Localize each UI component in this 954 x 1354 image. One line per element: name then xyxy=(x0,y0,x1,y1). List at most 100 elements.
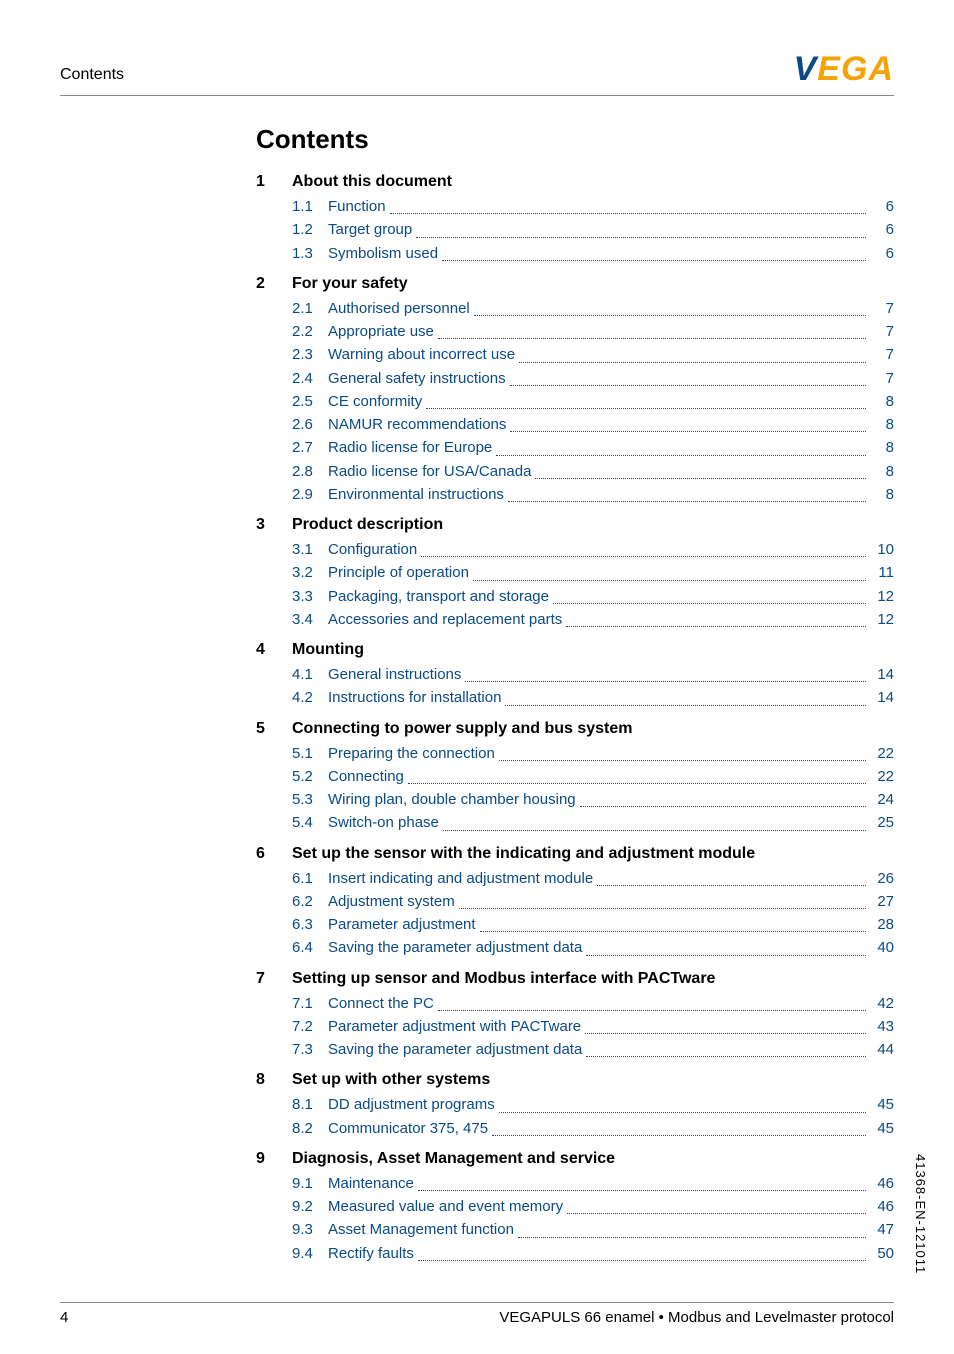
entry-title: Switch-on phase xyxy=(328,811,439,834)
entry-page: 8 xyxy=(870,413,894,436)
entry-page: 14 xyxy=(870,686,894,709)
section-number: 4 xyxy=(256,641,292,659)
entry-title: Symbolism used xyxy=(328,242,438,265)
entry-page: 28 xyxy=(870,913,894,936)
dot-leader xyxy=(597,885,866,886)
entry-page: 24 xyxy=(870,788,894,811)
toc-section: 3Product description3.1Configuration103.… xyxy=(256,516,894,631)
toc-entry[interactable]: 2.3Warning about incorrect use7 xyxy=(256,343,894,366)
toc-entry[interactable]: 5.2Connecting22 xyxy=(256,765,894,788)
entry-number: 3.4 xyxy=(256,608,328,631)
page-title: Contents xyxy=(256,124,894,155)
entry-page: 6 xyxy=(870,195,894,218)
toc-entry[interactable]: 3.2Principle of operation11 xyxy=(256,561,894,584)
toc-entry[interactable]: 7.1Connect the PC42 xyxy=(256,992,894,1015)
toc-entry[interactable]: 3.1Configuration10 xyxy=(256,538,894,561)
entry-page: 26 xyxy=(870,867,894,890)
toc-entry[interactable]: 9.4Rectify faults50 xyxy=(256,1242,894,1265)
entry-page: 8 xyxy=(870,460,894,483)
entry-title: Wiring plan, double chamber housing xyxy=(328,788,576,811)
section-number: 3 xyxy=(256,516,292,534)
entry-title: Parameter adjustment xyxy=(328,913,476,936)
toc-entry[interactable]: 7.2Parameter adjustment with PACTware43 xyxy=(256,1015,894,1038)
entry-title: Radio license for Europe xyxy=(328,436,492,459)
entry-page: 42 xyxy=(870,992,894,1015)
toc-entry[interactable]: 9.3Asset Management function47 xyxy=(256,1218,894,1241)
section-number: 1 xyxy=(256,173,292,191)
section-number: 6 xyxy=(256,845,292,863)
toc-entry[interactable]: 4.2Instructions for installation14 xyxy=(256,686,894,709)
entry-title: Preparing the connection xyxy=(328,742,495,765)
toc-entry[interactable]: 6.4Saving the parameter adjustment data4… xyxy=(256,936,894,959)
dot-leader xyxy=(553,603,866,604)
entry-title: Insert indicating and adjustment module xyxy=(328,867,593,890)
dot-leader xyxy=(508,501,866,502)
toc-section: 7Setting up sensor and Modbus interface … xyxy=(256,970,894,1062)
dot-leader xyxy=(496,455,866,456)
dot-leader xyxy=(585,1033,866,1034)
toc-entry[interactable]: 2.4General safety instructions7 xyxy=(256,367,894,390)
entry-page: 7 xyxy=(870,367,894,390)
toc-entry[interactable]: 1.2Target group6 xyxy=(256,218,894,241)
entry-title: Communicator 375, 475 xyxy=(328,1117,488,1140)
dot-leader xyxy=(510,431,866,432)
entry-page: 7 xyxy=(870,343,894,366)
toc-entry[interactable]: 1.3Symbolism used6 xyxy=(256,242,894,265)
section-title: Set up the sensor with the indicating an… xyxy=(292,845,894,863)
toc-entry[interactable]: 4.1General instructions14 xyxy=(256,663,894,686)
toc-entry[interactable]: 1.1Function6 xyxy=(256,195,894,218)
entry-page: 7 xyxy=(870,297,894,320)
toc-entry[interactable]: 8.1DD adjustment programs45 xyxy=(256,1093,894,1116)
entry-number: 6.4 xyxy=(256,936,328,959)
toc-entry[interactable]: 6.1Insert indicating and adjustment modu… xyxy=(256,867,894,890)
entry-number: 9.4 xyxy=(256,1242,328,1265)
entry-page: 46 xyxy=(870,1172,894,1195)
section-title: About this document xyxy=(292,173,894,191)
body: Contents 1About this document 1.1Function… xyxy=(60,124,894,1275)
toc-entry[interactable]: 2.5CE conformity8 xyxy=(256,390,894,413)
entry-number: 5.3 xyxy=(256,788,328,811)
toc-entry[interactable]: 2.8Radio license for USA/Canada8 xyxy=(256,460,894,483)
toc-entry[interactable]: 2.9Environmental instructions8 xyxy=(256,483,894,506)
dot-leader xyxy=(459,908,866,909)
dot-leader xyxy=(586,955,866,956)
toc-section: 5Connecting to power supply and bus syst… xyxy=(256,720,894,835)
entry-title: DD adjustment programs xyxy=(328,1093,495,1116)
toc-entry[interactable]: 6.2Adjustment system27 xyxy=(256,890,894,913)
entry-title: Target group xyxy=(328,218,412,241)
toc-entry[interactable]: 5.1Preparing the connection22 xyxy=(256,742,894,765)
entry-number: 1.3 xyxy=(256,242,328,265)
entry-page: 45 xyxy=(870,1093,894,1116)
entry-title: Warning about incorrect use xyxy=(328,343,515,366)
toc-entry[interactable]: 2.7Radio license for Europe8 xyxy=(256,436,894,459)
toc-entry[interactable]: 7.3Saving the parameter adjustment data4… xyxy=(256,1038,894,1061)
section-heading: 1About this document xyxy=(256,173,894,191)
entry-title: Saving the parameter adjustment data xyxy=(328,1038,582,1061)
toc-entry[interactable]: 5.4Switch-on phase25 xyxy=(256,811,894,834)
section-number: 7 xyxy=(256,970,292,988)
entry-page: 12 xyxy=(870,608,894,631)
entry-title: CE conformity xyxy=(328,390,422,413)
entry-page: 6 xyxy=(870,218,894,241)
entry-page: 45 xyxy=(870,1117,894,1140)
toc-entry[interactable]: 5.3Wiring plan, double chamber housing 24 xyxy=(256,788,894,811)
toc-entry[interactable]: 3.4Accessories and replacement parts12 xyxy=(256,608,894,631)
toc-entry[interactable]: 8.2Communicator 375, 47545 xyxy=(256,1117,894,1140)
dot-leader xyxy=(518,1237,866,1238)
entry-number: 2.6 xyxy=(256,413,328,436)
section-heading: 4Mounting xyxy=(256,641,894,659)
toc-entry[interactable]: 9.2Measured value and event memory46 xyxy=(256,1195,894,1218)
entry-page: 11 xyxy=(870,561,894,584)
dot-leader xyxy=(580,806,866,807)
dot-leader xyxy=(390,213,866,214)
toc-entry[interactable]: 2.1Authorised personnel7 xyxy=(256,297,894,320)
toc-entry[interactable]: 9.1Maintenance46 xyxy=(256,1172,894,1195)
toc-entry[interactable]: 6.3Parameter adjustment28 xyxy=(256,913,894,936)
dot-leader xyxy=(426,408,866,409)
toc-section: 8Set up with other systems8.1DD adjustme… xyxy=(256,1071,894,1140)
dot-leader xyxy=(465,681,866,682)
toc-entry[interactable]: 3.3Packaging, transport and storage12 xyxy=(256,585,894,608)
toc-entry[interactable]: 2.6NAMUR recommendations8 xyxy=(256,413,894,436)
toc-entry[interactable]: 2.2Appropriate use7 xyxy=(256,320,894,343)
entry-title: Radio license for USA/Canada xyxy=(328,460,531,483)
